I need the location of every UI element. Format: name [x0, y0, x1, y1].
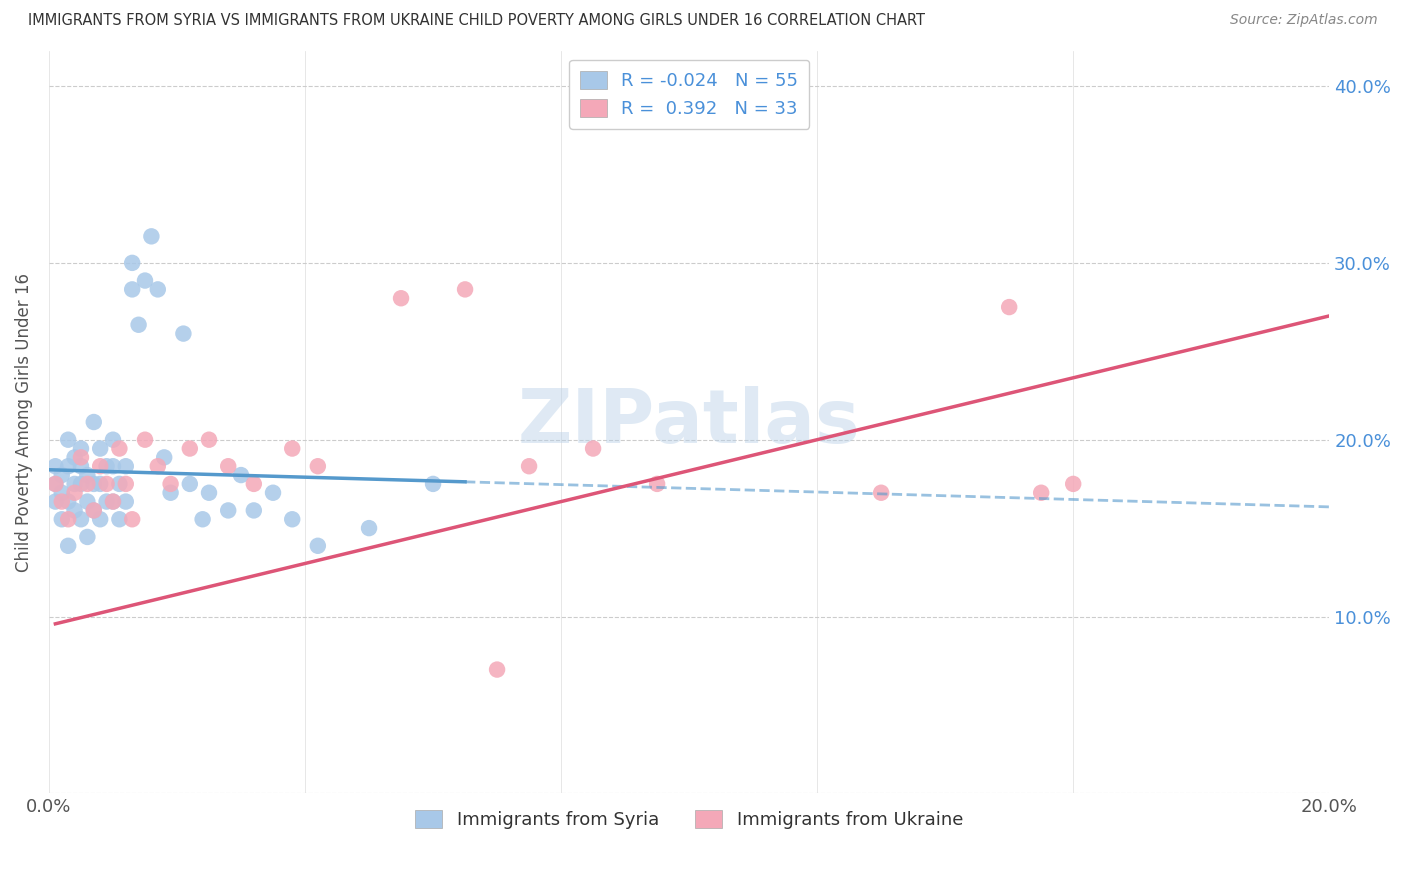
Point — [44, 494, 66, 508]
Point — [51, 468, 73, 483]
Point — [153, 450, 176, 465]
Point — [159, 476, 181, 491]
Point — [114, 459, 136, 474]
Point — [70, 450, 93, 465]
Point — [422, 476, 444, 491]
Point — [281, 512, 304, 526]
Point — [179, 442, 201, 456]
Point — [229, 468, 252, 483]
Point — [101, 494, 124, 508]
Point — [44, 476, 66, 491]
Point — [134, 274, 156, 288]
Point — [198, 433, 221, 447]
Point — [998, 300, 1021, 314]
Point — [51, 494, 73, 508]
Point — [191, 512, 214, 526]
Point — [678, 78, 700, 93]
Point — [454, 282, 477, 296]
Point — [51, 512, 73, 526]
Text: ZIPatlas: ZIPatlas — [517, 385, 860, 458]
Point — [63, 503, 86, 517]
Point — [76, 476, 98, 491]
Point — [56, 512, 79, 526]
Point — [70, 476, 93, 491]
Point — [486, 663, 509, 677]
Point — [101, 459, 124, 474]
Legend: Immigrants from Syria, Immigrants from Ukraine: Immigrants from Syria, Immigrants from U… — [408, 803, 970, 837]
Point — [114, 494, 136, 508]
Point — [76, 468, 98, 483]
Point — [83, 503, 105, 517]
Point — [1031, 485, 1053, 500]
Point — [44, 459, 66, 474]
Point — [1062, 476, 1084, 491]
Point — [307, 459, 329, 474]
Point — [121, 256, 143, 270]
Point — [56, 494, 79, 508]
Point — [89, 442, 111, 456]
Point — [645, 476, 668, 491]
Point — [56, 459, 79, 474]
Point — [63, 450, 86, 465]
Point — [146, 459, 169, 474]
Point — [121, 282, 143, 296]
Y-axis label: Child Poverty Among Girls Under 16: Child Poverty Among Girls Under 16 — [15, 273, 32, 572]
Point — [243, 476, 266, 491]
Point — [44, 476, 66, 491]
Point — [517, 459, 540, 474]
Point — [70, 442, 93, 456]
Point — [96, 476, 118, 491]
Point — [83, 476, 105, 491]
Text: IMMIGRANTS FROM SYRIA VS IMMIGRANTS FROM UKRAINE CHILD POVERTY AMONG GIRLS UNDER: IMMIGRANTS FROM SYRIA VS IMMIGRANTS FROM… — [28, 13, 925, 29]
Point — [63, 476, 86, 491]
Point — [108, 512, 131, 526]
Point — [56, 433, 79, 447]
Point — [179, 476, 201, 491]
Point — [281, 442, 304, 456]
Point — [262, 485, 284, 500]
Point — [146, 282, 169, 296]
Point — [389, 291, 412, 305]
Point — [63, 485, 86, 500]
Point — [83, 503, 105, 517]
Point — [217, 459, 239, 474]
Point — [108, 442, 131, 456]
Point — [172, 326, 194, 341]
Point — [121, 512, 143, 526]
Point — [134, 433, 156, 447]
Point — [70, 459, 93, 474]
Point — [114, 476, 136, 491]
Point — [76, 494, 98, 508]
Point — [70, 512, 93, 526]
Point — [96, 494, 118, 508]
Point — [101, 494, 124, 508]
Point — [217, 503, 239, 517]
Point — [101, 433, 124, 447]
Point — [56, 539, 79, 553]
Text: Source: ZipAtlas.com: Source: ZipAtlas.com — [1230, 13, 1378, 28]
Point — [243, 503, 266, 517]
Point — [89, 476, 111, 491]
Point — [159, 485, 181, 500]
Point — [89, 459, 111, 474]
Point — [76, 530, 98, 544]
Point — [83, 415, 105, 429]
Point — [108, 476, 131, 491]
Point — [307, 539, 329, 553]
Point — [870, 485, 893, 500]
Point — [198, 485, 221, 500]
Point — [582, 442, 605, 456]
Point — [357, 521, 380, 535]
Point — [96, 459, 118, 474]
Point — [89, 512, 111, 526]
Point — [141, 229, 163, 244]
Point — [51, 485, 73, 500]
Point — [128, 318, 150, 332]
